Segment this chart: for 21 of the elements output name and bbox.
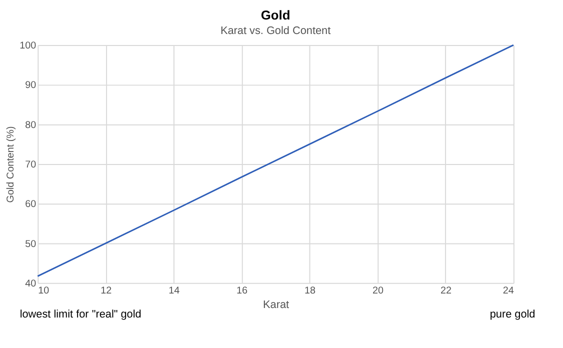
y-tick-label: 100 <box>20 40 37 52</box>
y-tick-label: 40 <box>25 278 37 290</box>
x-tick-label: 18 <box>304 285 316 296</box>
text: lowest limit for "real" gold <box>20 308 142 321</box>
x-tick-label: 12 <box>100 285 112 296</box>
x-tick-label: 16 <box>236 285 248 296</box>
x-tick-label: 24 <box>502 285 514 296</box>
y-tick-label: 90 <box>25 80 37 92</box>
chart-subtitle: Karat vs. Gold Content <box>220 25 331 38</box>
x-tick-label: 14 <box>168 285 180 296</box>
text: pure gold <box>490 308 536 321</box>
y-tick-label: 60 <box>25 199 37 210</box>
x-axis-title: Karat <box>263 299 290 312</box>
x-tick-label: 20 <box>372 285 384 296</box>
y-tick-label: 70 <box>25 159 37 170</box>
x-tick-label: 10 <box>38 285 50 296</box>
chart-title: Gold <box>260 7 290 22</box>
y-axis-title: Gold Content (%) <box>6 126 17 203</box>
y-tick-label: 50 <box>25 238 37 250</box>
y-tick-label: 80 <box>25 120 37 131</box>
x-tick-label: 22 <box>440 285 452 296</box>
